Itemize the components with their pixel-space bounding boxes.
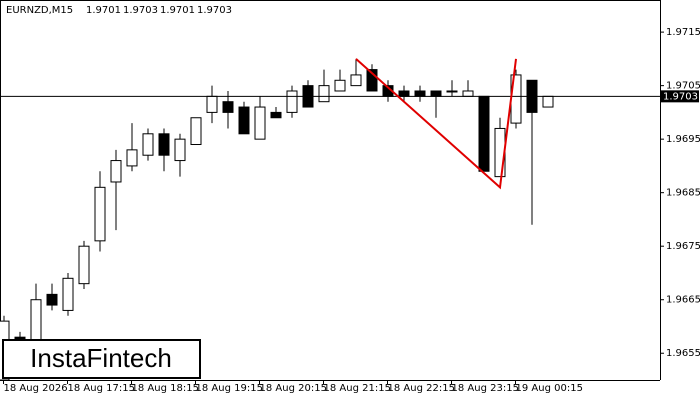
x-tick-label: 18 Aug 20:15: [260, 383, 327, 394]
candle-body: [542, 95, 554, 108]
candle-body: [254, 106, 266, 140]
candle-body: [334, 79, 346, 92]
candle-body: [142, 133, 154, 156]
candle-body: [46, 293, 58, 306]
candle-body: [94, 186, 106, 242]
y-tick-label: 1.9705: [666, 81, 700, 92]
x-tick-label: 18 Aug 22:15: [388, 383, 455, 394]
candle-body: [110, 160, 122, 183]
header-values: 1.9701 1.9703 1.9701 1.9703: [86, 5, 232, 16]
candle-body: [350, 74, 362, 87]
candle-body: [222, 101, 234, 113]
candle-body: [414, 90, 426, 97]
current-price-box: [661, 90, 699, 103]
candle-body: [206, 95, 218, 113]
y-tick-label: 1.9685: [666, 188, 700, 199]
candle-body: [126, 149, 138, 167]
y-tick-label: 1.9675: [666, 241, 700, 252]
x-tick-label: 18 Aug 2026: [4, 383, 68, 394]
candle-body: [190, 117, 202, 146]
watermark-box: [2, 339, 201, 379]
x-tick-label: 19 Aug 00:15: [516, 383, 583, 394]
candle-body: [478, 95, 490, 172]
header-value: 1.9703: [123, 5, 158, 16]
candle-body: [30, 299, 42, 344]
y-tick-label: 1.9695: [666, 134, 700, 145]
candle-body: [270, 111, 282, 119]
candle-body: [318, 85, 330, 103]
candle-body: [366, 69, 378, 92]
candle-body: [462, 90, 474, 97]
x-tick-label: 18 Aug 19:15: [196, 383, 263, 394]
watermark: InstaFintech: [30, 343, 172, 373]
candle-body: [78, 245, 90, 285]
pattern-line: [355, 58, 517, 190]
candle-body: [238, 106, 250, 135]
header-value: 1.9703: [197, 5, 232, 16]
chart-title: EURNZD,M15: [6, 5, 73, 16]
header-value: 1.9701: [86, 5, 121, 16]
x-tick-label: 18 Aug 23:15: [452, 383, 519, 394]
candle-body: [62, 277, 74, 311]
candle-body: [174, 138, 186, 162]
candle-body: [158, 133, 170, 156]
x-tick-label: 18 Aug 18:15: [132, 383, 199, 394]
header-value: 1.9701: [160, 5, 195, 16]
y-tick-label: 1.9715: [666, 27, 700, 38]
x-tick-label: 18 Aug 21:15: [324, 383, 391, 394]
current-price-label: 1.9703: [663, 91, 698, 102]
candle-body: [286, 90, 298, 113]
candle-body: [430, 90, 442, 97]
candle-body: [398, 90, 410, 97]
candle-body: [446, 90, 458, 93]
y-tick-label: 1.9655: [666, 348, 700, 359]
x-tick-label: 18 Aug 17:15: [68, 383, 135, 394]
y-tick-label: 1.9665: [666, 295, 700, 306]
